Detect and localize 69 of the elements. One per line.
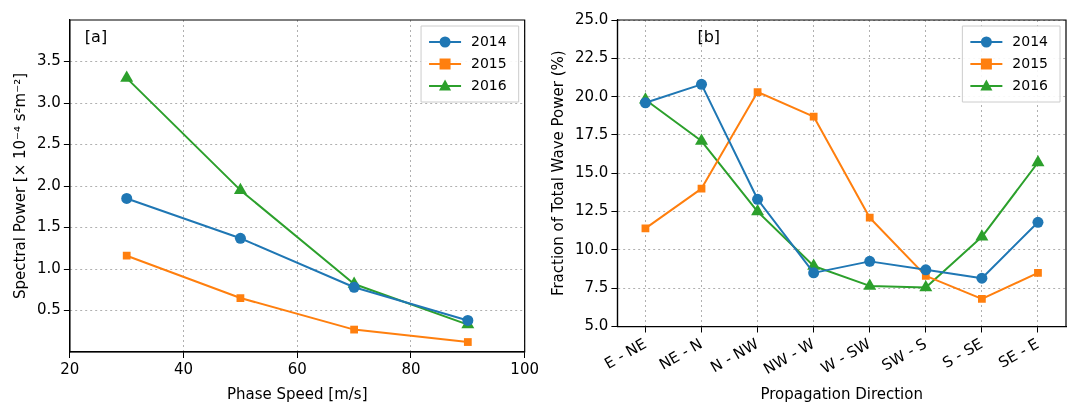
point — [639, 97, 651, 109]
point — [348, 281, 360, 293]
y-tick-label: 5.0 — [584, 316, 609, 335]
point — [695, 133, 709, 145]
point — [463, 338, 472, 346]
y-tick-label: 2.0 — [37, 175, 61, 194]
annotation: [b] — [697, 27, 721, 47]
point — [236, 294, 245, 302]
legend-label: 2015 — [1012, 54, 1049, 71]
x-tick-label: E - NE — [601, 334, 650, 373]
y-tick-label: 3.5 — [37, 51, 61, 70]
y-tick-label: 10.0 — [574, 239, 609, 258]
annotation: [a] — [84, 27, 108, 47]
point — [865, 213, 874, 222]
y-tick-label: 1.5 — [37, 217, 61, 236]
point — [350, 325, 359, 334]
point — [751, 204, 765, 216]
point — [864, 255, 876, 267]
point — [696, 78, 708, 90]
point — [975, 229, 989, 241]
point — [753, 88, 762, 96]
legend-label: 2014 — [471, 32, 507, 49]
x-tick-label: SE - E — [995, 334, 1042, 372]
point — [233, 182, 247, 194]
x-tick-label: 40 — [174, 359, 194, 378]
x-tick-label: NE - N — [655, 334, 706, 374]
y-tick-label: 2.5 — [37, 134, 61, 153]
x-tick-label: S - SE — [939, 334, 986, 372]
y-tick-label: 22.5 — [574, 48, 609, 67]
point — [809, 112, 818, 121]
y-tick-label: 7.5 — [584, 278, 609, 297]
y-tick-label: 15.0 — [574, 163, 609, 182]
point — [919, 279, 933, 292]
legend-label: 2014 — [1012, 32, 1049, 49]
point — [752, 193, 764, 205]
x-axis-title: Phase Speed [m/s] — [227, 384, 368, 403]
x-tick-label: SW - S — [878, 334, 930, 375]
point — [808, 267, 820, 279]
y-tick-label: 3.0 — [37, 92, 61, 111]
y-axis-title: Spectral Power [× 10⁻⁴ s²m⁻²] — [10, 72, 29, 300]
y-tick-label: 25.0 — [574, 9, 609, 28]
y-tick-label: 20.0 — [574, 86, 609, 105]
y-tick-label: 1.0 — [37, 258, 61, 277]
x-tick-label: 60 — [287, 359, 307, 378]
point — [1031, 155, 1045, 167]
point — [234, 232, 246, 244]
legend-label: 2015 — [471, 54, 507, 71]
point — [1034, 268, 1042, 277]
point — [920, 264, 932, 276]
point — [976, 272, 988, 284]
legend-label: 2016 — [1012, 76, 1049, 93]
point — [120, 70, 134, 82]
point — [863, 278, 877, 290]
x-tick-label: N - NW — [707, 334, 762, 377]
y-axis-title: Fraction of Total Wave Power (%) — [548, 50, 567, 297]
legend-label: 2016 — [471, 76, 507, 93]
y-tick-label: 17.5 — [574, 124, 609, 143]
point — [122, 251, 131, 260]
point — [1032, 216, 1044, 228]
x-tick-label: 20 — [60, 359, 80, 378]
x-tick-label: W - SW — [817, 334, 874, 378]
point — [978, 295, 986, 303]
x-axis-title: Propagation Direction — [760, 384, 923, 403]
x-tick-label: 100 — [510, 359, 540, 378]
x-tick-label: NW - W — [760, 334, 818, 379]
y-tick-label: 0.5 — [37, 300, 61, 319]
y-tick-label: 12.5 — [574, 201, 609, 220]
point — [121, 192, 133, 204]
x-tick-label: 80 — [401, 359, 421, 378]
